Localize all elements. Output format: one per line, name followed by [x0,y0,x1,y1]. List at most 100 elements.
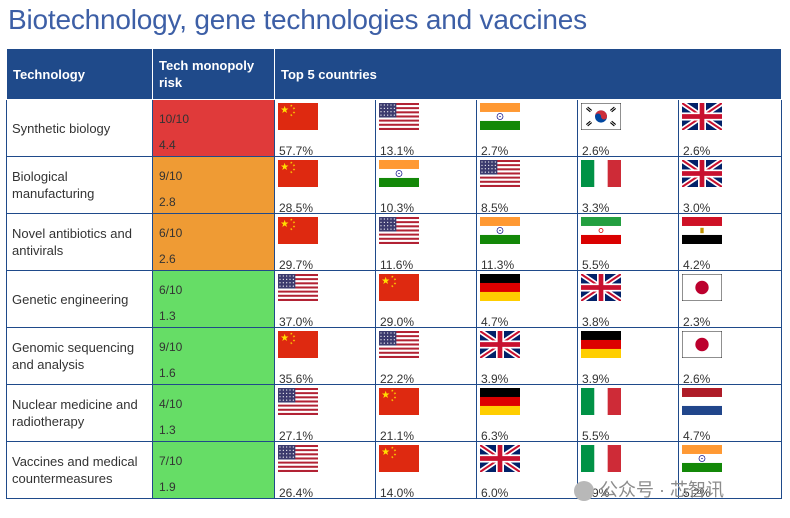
country-cell: 35.6% [274,327,376,386]
germany-flag-icon [480,274,520,301]
monopoly-risk-cell: 10/10 4.4 [152,99,275,157]
country-share: 3.9% [582,372,610,386]
country-cell: 6.0% [476,441,578,500]
country-share: 8.5% [481,201,509,215]
country-share: 3.3% [582,201,610,215]
country-cell: 27.1% [274,384,376,443]
risk-rating: 7/10 [159,454,183,468]
usa-flag-icon [379,103,419,130]
table-row: Novel antibiotics and antivirals 6/10 2.6 2… [6,213,782,272]
country-share: 3.0% [683,201,711,215]
risk-value: 1.3 [159,309,176,323]
country-share: 4.7% [683,429,711,443]
country-cell: 29.0% [375,270,477,329]
china-flag-icon [379,388,419,415]
table-row: Genetic engineering 6/10 1.3 37.0% 29.0% 4.7%… [6,270,782,329]
country-share: 2.7% [481,144,509,158]
country-share: 4.2% [683,258,711,272]
risk-value: 2.8 [159,195,176,209]
risk-value: 1.6 [159,366,176,380]
country-share: 37.0% [279,315,314,329]
country-share: 35.6% [279,372,314,386]
china-flag-icon [278,217,318,244]
monopoly-risk-cell: 4/10 1.3 [152,384,275,442]
country-cell: 2.6% [678,327,782,386]
technology-name: Vaccines and medical countermeasures [6,441,153,499]
country-cell: 29.7% [274,213,376,272]
country-cell: 37.0% [274,270,376,329]
china-flag-icon [278,103,318,130]
south-korea-flag-icon [581,103,621,130]
risk-rating: 10/10 [159,112,190,126]
technology-name: Novel antibiotics and antivirals [6,213,153,271]
usa-flag-icon [379,331,419,358]
usa-flag-icon [278,274,318,301]
country-cell: 21.1% [375,384,477,443]
italy-flag-icon [581,160,621,187]
china-flag-icon [278,160,318,187]
usa-flag-icon [379,217,419,244]
india-flag-icon [682,445,722,472]
table-row: Synthetic biology 10/10 4.4 57.7% 13.1% 2.7% 2… [6,99,782,158]
monopoly-risk-cell: 6/10 2.6 [152,213,275,271]
country-cell: 57.7% [274,99,376,158]
country-share: 6.3% [481,429,509,443]
country-share: 11.3% [481,258,515,272]
country-cell: 2.7% [476,99,578,158]
country-share: 5.5% [582,429,610,443]
table-row: Vaccines and medical countermeasures 7/10… [6,441,782,500]
watermark-text: 公众号 · 芯智讯 [600,480,724,500]
header-countries: Top 5 countries [274,48,782,100]
country-cell: 8.5% [476,156,578,215]
country-share: 4.7% [481,315,509,329]
monopoly-risk-cell: 9/10 2.8 [152,156,275,214]
country-share: 27.1% [279,429,314,443]
country-cell: 2.3% [678,270,782,329]
table-row: Genomic sequencing and analysis 9/10 1.6 35… [6,327,782,386]
country-cell: 4.7% [476,270,578,329]
netherlands-flag-icon [682,388,722,415]
country-share: 5.2% [683,486,711,500]
country-share: 2.6% [683,144,711,158]
monopoly-risk-cell: 9/10 1.6 [152,327,275,385]
egypt-flag-icon [682,217,722,244]
country-cell: 26.4% [274,441,376,500]
country-share: 26.4% [279,486,314,500]
country-share: 3.9% [481,372,509,386]
page-title: Biotechnology, gene technologies and vac… [8,4,587,35]
technology-name: Synthetic biology [6,99,153,157]
country-share: 29.0% [380,315,415,329]
country-cell: 11.6% [375,213,477,272]
technology-table: Technology Tech monopoly risk Top 5 coun… [6,48,782,500]
usa-flag-icon [278,388,318,415]
country-cell: 6.3% [476,384,578,443]
uk-flag-icon [682,103,722,130]
usa-flag-icon [480,160,520,187]
country-cell: 5.5% [577,213,679,272]
table-row: Nuclear medicine and radiotherapy 4/10 1.3… [6,384,782,443]
italy-flag-icon [581,388,621,415]
japan-flag-icon [682,331,722,358]
country-share: 14.0% [380,486,415,500]
header-row: Technology Tech monopoly risk Top 5 coun… [6,48,782,100]
country-cell: 3.0% [678,156,782,215]
watermark: 公众号 · 芯智讯 [574,476,724,502]
country-share: 3.8% [582,315,610,329]
table-row: Biological manufacturing 9/10 2.8 28.5% 10.3… [6,156,782,215]
country-cell: 10.3% [375,156,477,215]
risk-rating: 9/10 [159,340,183,354]
risk-value: 2.6 [159,252,176,266]
country-cell: 13.1% [375,99,477,158]
country-cell: 5.2% [678,441,782,500]
country-cell: 3.3% [577,156,679,215]
country-cell: 14.0% [375,441,477,500]
risk-rating: 9/10 [159,169,183,183]
italy-flag-icon [581,445,621,472]
country-cell: 4.2% [678,213,782,272]
country-share: 2.3% [683,315,711,329]
china-flag-icon [379,274,419,301]
country-cell: 4.7% [678,384,782,443]
risk-value: 1.3 [159,423,176,437]
country-share: 2.6% [582,144,610,158]
country-share: 22.2% [380,372,415,386]
